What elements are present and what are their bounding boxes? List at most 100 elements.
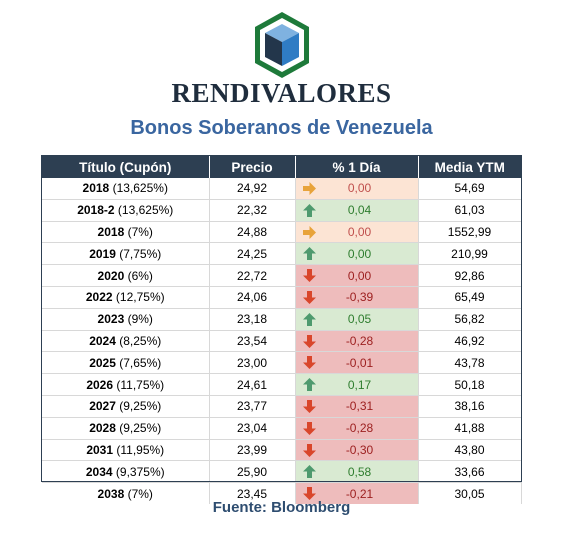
table-row: 2031 (11,95%) 23,99 -0,30 43,80 [42, 439, 522, 462]
bond-coupon: (7,75%) [119, 246, 162, 261]
price-cell: 24,61 [209, 373, 296, 396]
bond-coupon: (7%) [127, 224, 153, 239]
table-row: 2022 (12,75%) 24,06 -0,39 65,49 [42, 286, 522, 309]
price-cell: 25,90 [209, 460, 296, 484]
bond-title-cell: 2018-2 (13,625%) [42, 199, 210, 222]
table-row: 2038 (7%) 23,45 -0,21 30,05 [42, 482, 522, 504]
table-row: 2027 (9,25%) 23,77 -0,31 38,16 [42, 395, 522, 418]
bond-year: 2018-2 [77, 203, 115, 218]
arrow-up-icon [302, 377, 317, 392]
price-cell: 22,32 [209, 199, 296, 222]
bond-year: 2028 [89, 421, 116, 436]
change-value: -0,21 [345, 486, 374, 501]
bond-coupon: (9,25%) [119, 399, 162, 414]
arrow-down-icon [302, 268, 317, 283]
change-cell: -0,21 [295, 482, 419, 504]
price-cell: 24,06 [209, 286, 296, 309]
change-cell: 0,00 [295, 242, 419, 266]
table-row: 2034 (9,375%) 25,90 0,58 33,66 [42, 460, 522, 484]
col-header-price: Precio [209, 156, 296, 178]
bond-year: 2022 [85, 290, 113, 305]
arrow-up-icon [302, 203, 317, 218]
change-cell: 0,17 [295, 373, 419, 396]
bond-title-cell: 2020 (6%) [42, 264, 210, 287]
price-cell: 23,18 [209, 308, 296, 331]
price-cell: 24,88 [209, 221, 296, 244]
rendivalores-logo [255, 12, 309, 78]
bond-coupon: (7,65%) [119, 355, 162, 370]
arrow-down-icon [302, 355, 317, 370]
change-cell: -0,30 [295, 439, 419, 462]
bond-coupon: (11,75%) [116, 377, 165, 392]
col-header-ytm: Media YTM [418, 156, 521, 178]
price-cell: 23,45 [209, 482, 296, 504]
price-cell: 22,72 [209, 264, 296, 287]
bond-year: 2020 [97, 268, 125, 283]
bond-title-cell: 2038 (7%) [42, 482, 210, 504]
bond-title-cell: 2018 (7%) [42, 221, 210, 244]
table-row: 2024 (8,25%) 23,54 -0,28 46,92 [42, 330, 522, 353]
change-cell: 0,58 [295, 460, 419, 484]
change-value: 0,17 [347, 377, 372, 392]
ytm-cell: 43,80 [418, 439, 522, 462]
bond-coupon: (8,25%) [119, 333, 162, 348]
bond-title-cell: 2022 (12,75%) [42, 286, 210, 309]
change-value: -0,01 [345, 355, 374, 370]
arrow-down-icon [302, 443, 317, 458]
ytm-cell: 56,82 [418, 308, 522, 331]
change-cell: -0,39 [295, 286, 419, 309]
bond-title-cell: 2031 (11,95%) [42, 439, 210, 462]
change-value: 0,00 [347, 246, 372, 261]
bond-title-cell: 2025 (7,65%) [42, 351, 210, 375]
arrow-down-icon [302, 421, 317, 436]
change-cell: 0,04 [295, 199, 419, 222]
table-row: 2023 (9%) 23,18 0,05 56,82 [42, 308, 522, 331]
bond-title-cell: 2034 (9,375%) [42, 460, 210, 484]
change-value: -0,31 [345, 399, 374, 414]
table-row: 2018 (13,625%) 24,92 0,00 54,69 [42, 178, 522, 200]
price-cell: 23,04 [209, 417, 296, 440]
bond-title-cell: 2026 (11,75%) [42, 373, 210, 396]
change-value: 0,04 [347, 203, 372, 218]
arrow-up-icon [302, 464, 317, 479]
price-cell: 23,00 [209, 351, 296, 375]
table-row: 2026 (11,75%) 24,61 0,17 50,18 [42, 373, 522, 396]
change-value: 0,58 [347, 464, 372, 479]
change-cell: -0,28 [295, 417, 419, 440]
bond-title-cell: 2027 (9,25%) [42, 395, 210, 418]
change-cell: -0,28 [295, 330, 419, 353]
bond-coupon: (6%) [127, 268, 153, 283]
col-header-title: Título (Cupón) [42, 156, 210, 178]
ytm-cell: 33,66 [418, 460, 522, 484]
bond-year: 2026 [86, 377, 114, 392]
bond-coupon: (12,75%) [115, 290, 165, 305]
table-row: 2025 (7,65%) 23,00 -0,01 43,78 [42, 351, 522, 375]
arrow-down-icon [302, 334, 317, 349]
change-cell: 0,00 [295, 178, 419, 200]
change-value: 0,00 [347, 181, 372, 196]
change-cell: -0,01 [295, 351, 419, 375]
bond-title-cell: 2023 (9%) [42, 308, 210, 331]
ytm-cell: 210,99 [418, 242, 522, 266]
source-note: Fuente: Bloomberg [212, 499, 351, 516]
bond-title-cell: 2018 (13,625%) [42, 178, 210, 200]
table-header-row: Título (Cupón) Precio % 1 Día Media YTM [42, 156, 521, 178]
bond-coupon: (11,95%) [116, 442, 165, 457]
bond-coupon: (13,625%) [112, 181, 168, 196]
table-row: 2018-2 (13,625%) 22,32 0,04 61,03 [42, 199, 522, 222]
ytm-cell: 30,05 [418, 482, 522, 504]
table-row: 2018 (7%) 24,88 0,00 1552,99 [42, 221, 522, 244]
bond-coupon: (9%) [127, 312, 153, 327]
change-value: -0,28 [345, 421, 374, 436]
bonds-table: Título (Cupón) Precio % 1 Día Media YTM … [42, 156, 522, 504]
table-row: 2019 (7,75%) 24,25 0,00 210,99 [42, 242, 522, 266]
arrow-right-icon [302, 181, 317, 196]
ytm-cell: 46,92 [418, 330, 522, 353]
col-header-change: % 1 Día [295, 156, 419, 178]
change-cell: -0,31 [295, 395, 419, 418]
change-value: -0,28 [345, 333, 374, 348]
change-cell: 0,05 [295, 308, 419, 331]
change-value: -0,30 [345, 442, 374, 457]
price-cell: 23,77 [209, 395, 296, 418]
arrow-down-icon [302, 399, 317, 414]
